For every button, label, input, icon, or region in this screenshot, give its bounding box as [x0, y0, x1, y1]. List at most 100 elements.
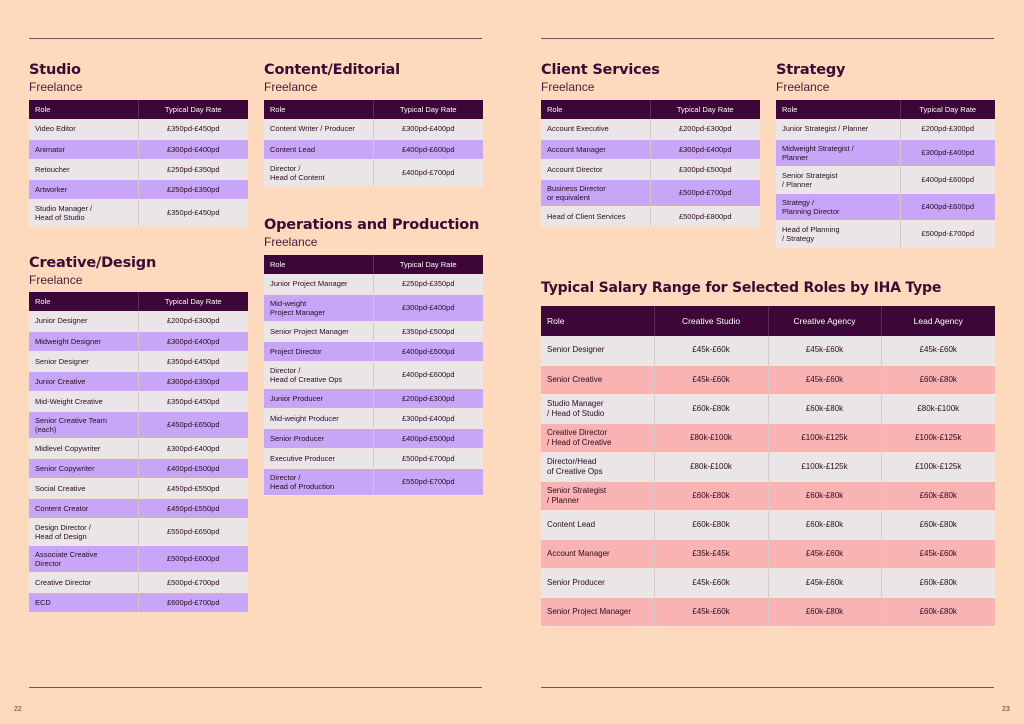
- table-row: Mid-weight Project Manager £300pd-£400pd: [264, 294, 483, 322]
- table-row: Junior Creative £300pd-£350pd: [29, 371, 248, 392]
- rate-cell: £400pd-£600pd: [373, 139, 483, 160]
- role-cell: Social Creative: [29, 478, 139, 499]
- salary-cell: £45k-£60k: [881, 539, 995, 569]
- rate-cell: £300pd-£500pd: [650, 159, 760, 180]
- table-row: Executive Producer £500pd-£700pd: [264, 448, 483, 469]
- rate-cell: £300pd-£400pd: [138, 139, 248, 160]
- rate-cell: £350pd-£450pd: [138, 199, 248, 227]
- rate-table: Role Typical Day Rate Content Writer / Pro…: [264, 100, 483, 187]
- role-cell: Associate Creative Director: [29, 545, 139, 573]
- section-title: Content/Editorial: [264, 62, 400, 78]
- role-cell: Head of Client Services: [541, 206, 651, 227]
- role-cell: Senior Designer: [29, 351, 139, 372]
- rate-cell: £300pd-£400pd: [373, 294, 483, 322]
- section-title: Operations and Production: [264, 217, 480, 233]
- column-header-role: Role: [264, 100, 374, 119]
- role-cell: Senior Designer: [541, 336, 655, 366]
- rate-cell: £250pd-£350pd: [138, 179, 248, 200]
- section-title: Creative/Design: [29, 255, 157, 271]
- section-subtitle: Freelance: [264, 80, 318, 94]
- role-cell: Midlevel Copywriter: [29, 438, 139, 459]
- salary-section: Typical Salary Range for Selected Roles …: [541, 280, 995, 627]
- rate-cell: £500pd-£700pd: [138, 572, 248, 593]
- rate-cell: £450pd-£550pd: [138, 478, 248, 499]
- rate-cell: £200pd-£300pd: [650, 119, 760, 140]
- rate-cell: £350pd-£450pd: [138, 119, 248, 140]
- section-title: Studio: [29, 62, 81, 78]
- table-row: Midweight Designer £300pd-£400pd: [29, 331, 248, 352]
- role-cell: Executive Producer: [264, 448, 374, 469]
- salary-cell: £60k-£80k: [654, 394, 769, 424]
- table-row: Animator £300pd-£400pd: [29, 139, 248, 160]
- rate-cell: £300pd-£400pd: [373, 119, 483, 140]
- salary-cell: £80k-£100k: [654, 423, 769, 453]
- salary-cell: £45k-£60k: [654, 336, 769, 366]
- role-cell: Project Director: [264, 341, 374, 362]
- role-cell: Content Creator: [29, 498, 139, 519]
- table-row: Content Creator £450pd-£550pd: [29, 498, 248, 519]
- salary-cell: £100k-£125k: [881, 452, 995, 482]
- section-subtitle: Freelance: [29, 273, 83, 287]
- salary-cell: £60k-£80k: [768, 481, 882, 511]
- role-cell: Account Director: [541, 159, 651, 180]
- column-header-day-rate: Typical Day Rate: [373, 255, 483, 274]
- role-cell: Retoucher: [29, 159, 139, 180]
- table-row: Associate Creative Director £500pd-£600pd: [29, 545, 248, 573]
- salary-cell: £60k-£80k: [768, 394, 882, 424]
- table-row: Senior Strategist / Planner £400pd-£600pd: [776, 166, 995, 194]
- role-cell: Director/Head of Creative Ops: [541, 452, 655, 482]
- rate-cell: £600pd-£700pd: [138, 592, 248, 613]
- role-cell: Strategy / Planning Director: [776, 193, 901, 221]
- rate-cell: £400pd-£500pd: [373, 341, 483, 362]
- section-subtitle: Freelance: [29, 80, 83, 94]
- rate-cell: £250pd-£350pd: [373, 274, 483, 295]
- studio-section: Studio Freelance Role Typical Day Rate Vid…: [29, 62, 248, 227]
- role-cell: ECD: [29, 592, 139, 613]
- rate-cell: £450pd-£650pd: [138, 411, 248, 439]
- table-row: Senior Producer £400pd-£500pd: [264, 428, 483, 449]
- rate-cell: £250pd-£350pd: [138, 159, 248, 180]
- salary-cell: £45k-£60k: [768, 336, 882, 366]
- salary-cell: £45k-£60k: [768, 539, 882, 569]
- table-row: Director / Head of Content £400pd-£700pd: [264, 159, 483, 187]
- salary-cell: £100k-£125k: [768, 423, 882, 453]
- role-cell: Head of Planning / Strategy: [776, 220, 901, 248]
- table-row: ECD £600pd-£700pd: [29, 592, 248, 613]
- table-row: Junior Designer £200pd-£300pd: [29, 311, 248, 332]
- salary-cell: £35k-£45k: [654, 539, 769, 569]
- bottom-rule-right: [541, 687, 994, 688]
- table-row: Senior Creative £45k-£60k £45k-£60k £60k-£8…: [541, 365, 995, 395]
- salary-table: Role Creative Studio Creative Agency Lead A…: [541, 306, 995, 627]
- role-cell: Senior Creative: [541, 365, 655, 395]
- role-cell: Video Editor: [29, 119, 139, 140]
- table-row: Midlevel Copywriter £300pd-£400pd: [29, 438, 248, 459]
- table-row: Account Manager £300pd-£400pd: [541, 139, 760, 160]
- section-title: Client Services: [541, 62, 660, 78]
- salary-cell: £45k-£60k: [654, 365, 769, 395]
- rate-table: Role Typical Day Rate Junior Strategist / …: [776, 100, 995, 248]
- top-rule-right: [541, 38, 994, 39]
- role-cell: Midweight Strategist / Planner: [776, 139, 901, 167]
- role-cell: Director / Head of Creative Ops: [264, 361, 374, 389]
- rate-cell: £200pd-£300pd: [138, 311, 248, 332]
- content-section: Content/Editorial Freelance Role Typical …: [264, 62, 483, 187]
- salary-cell: £45k-£60k: [768, 365, 882, 395]
- role-cell: Artworker: [29, 179, 139, 200]
- rate-cell: £500pd-£700pd: [900, 220, 995, 248]
- column-header-role: Role: [29, 100, 139, 119]
- table-row: Director/Head of Creative Ops £80k-£100k £…: [541, 452, 995, 482]
- rate-cell: £350pd-£450pd: [138, 351, 248, 372]
- table-row: Project Director £400pd-£500pd: [264, 341, 483, 362]
- salary-cell: £100k-£125k: [881, 423, 995, 453]
- column-header-role: Role: [776, 100, 901, 119]
- salary-cell: £60k-£80k: [881, 597, 995, 627]
- column-header-day-rate: Typical Day Rate: [138, 292, 248, 311]
- table-row: Content Lead £60k-£80k £60k-£80k £60k-£80k: [541, 510, 995, 540]
- role-cell: Senior Producer: [541, 568, 655, 598]
- rate-table: Role Typical Day Rate Video Editor £350pd-£…: [29, 100, 248, 227]
- role-cell: Account Manager: [541, 139, 651, 160]
- table-row: Retoucher £250pd-£350pd: [29, 159, 248, 180]
- role-cell: Mid-Weight Creative: [29, 391, 139, 412]
- role-cell: Animator: [29, 139, 139, 160]
- role-cell: Creative Director: [29, 572, 139, 593]
